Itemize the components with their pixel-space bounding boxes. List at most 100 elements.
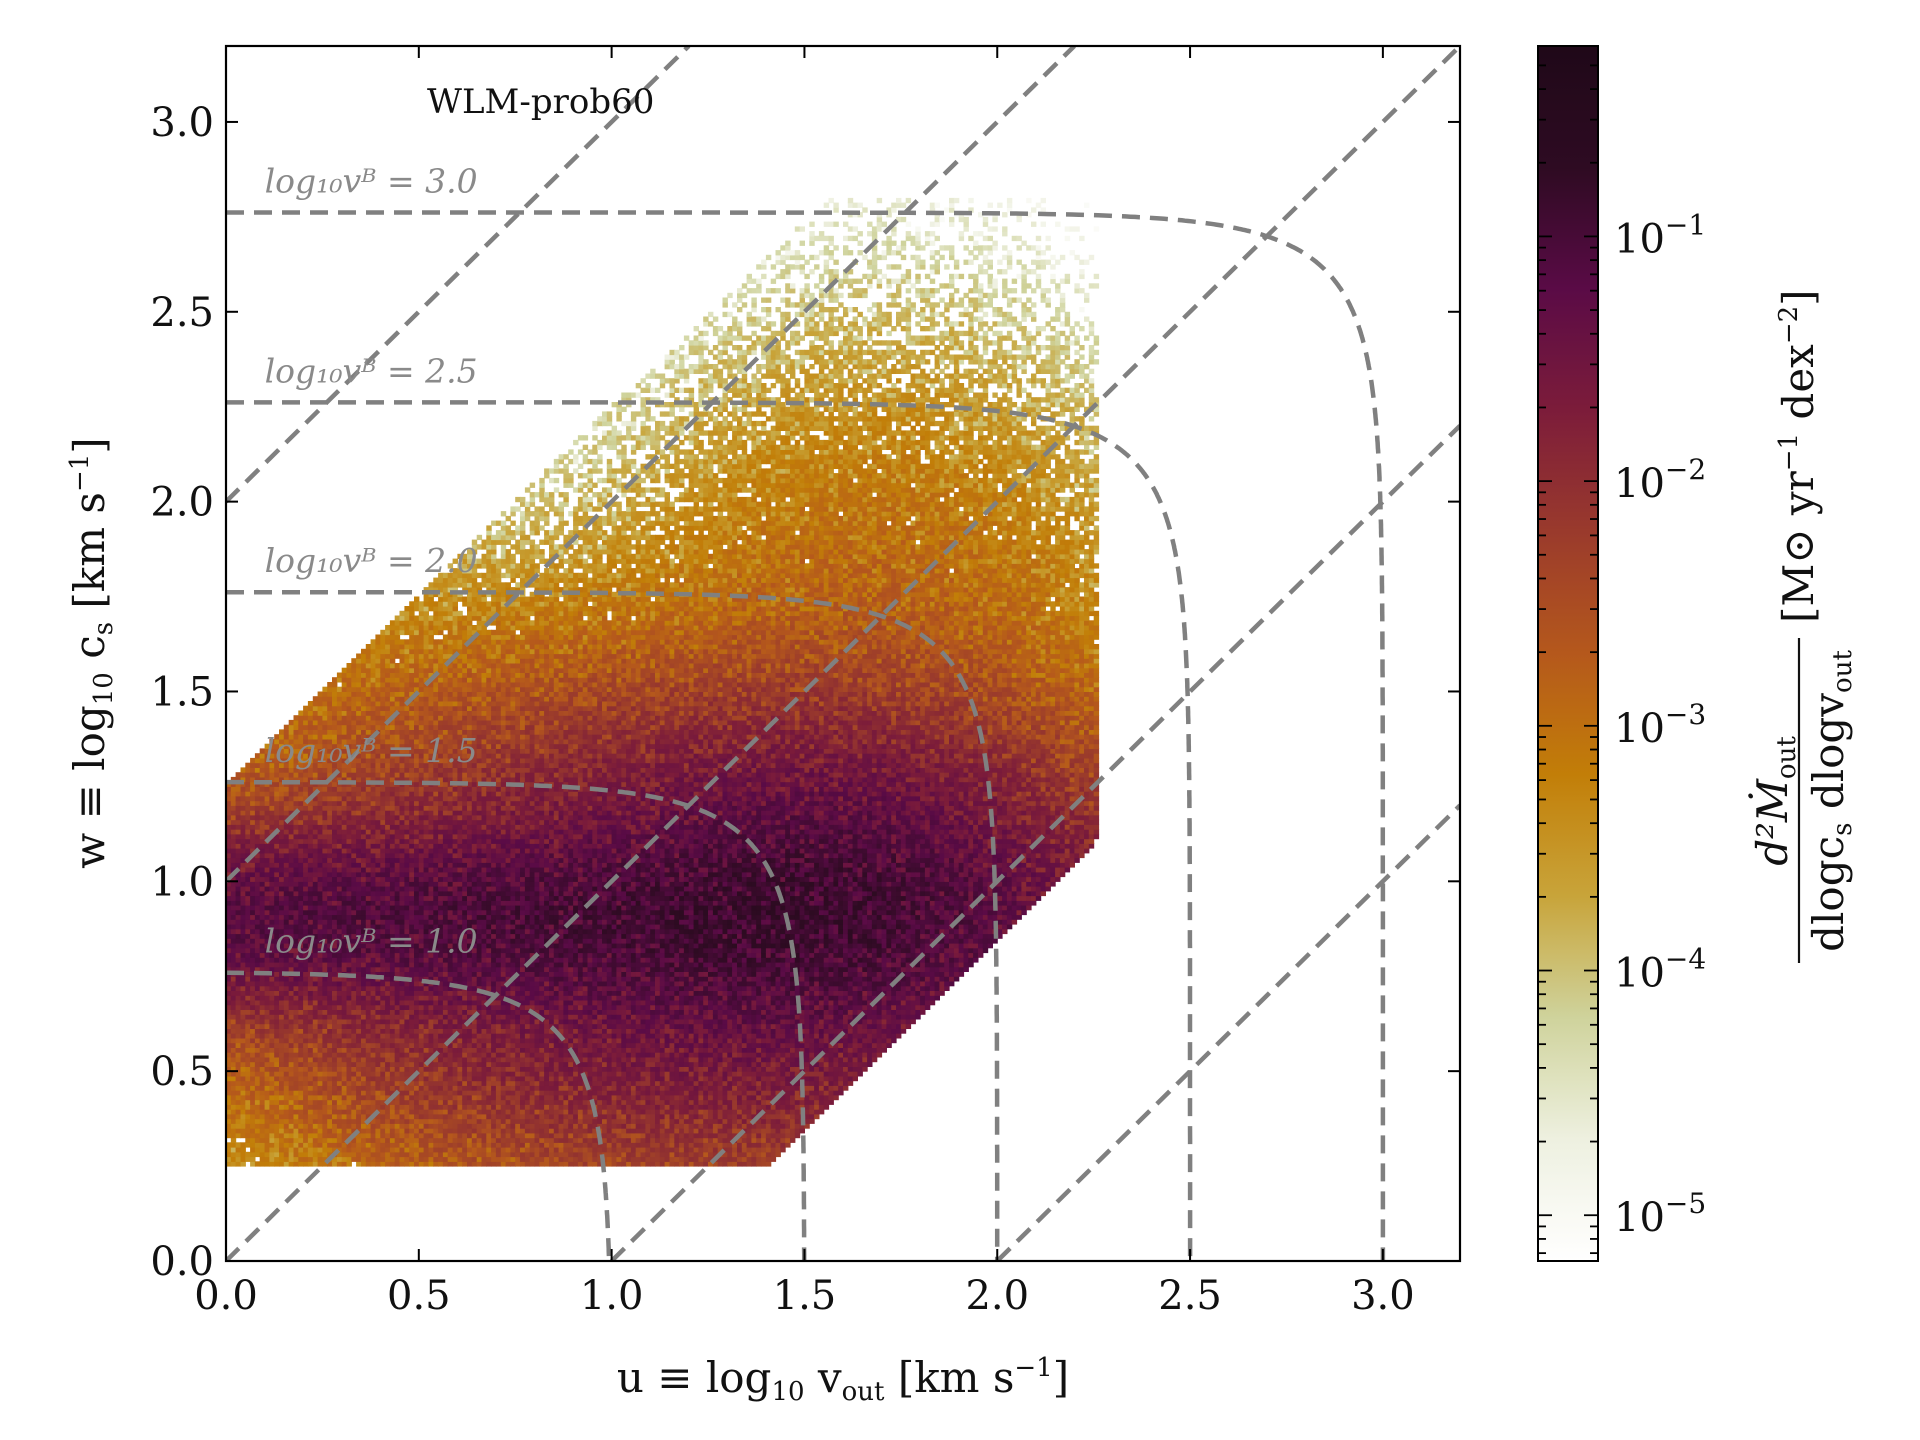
heatmap-cell xyxy=(298,725,303,730)
heatmap-cell xyxy=(231,810,236,815)
heatmap-cell xyxy=(361,1095,366,1100)
heatmap-cell xyxy=(250,1062,255,1067)
heatmap-cell xyxy=(265,772,270,777)
heatmap-cell xyxy=(274,1114,279,1119)
heatmap-cell xyxy=(284,1076,289,1081)
heatmap-cell xyxy=(236,905,241,910)
heatmap-cell xyxy=(308,981,313,986)
heatmap-cell xyxy=(274,877,279,882)
heatmap-cell xyxy=(318,1133,323,1138)
heatmap-cell xyxy=(279,1119,284,1124)
heatmap-cell xyxy=(255,929,260,934)
heatmap-cell xyxy=(245,843,250,848)
heatmap-cell xyxy=(308,900,313,905)
heatmap-cell xyxy=(269,896,274,901)
heatmap-cell xyxy=(327,867,332,872)
heatmap-cell xyxy=(236,834,241,839)
heatmap-cell xyxy=(284,1005,289,1010)
heatmap-cell xyxy=(250,815,255,820)
heatmap-cell xyxy=(327,1014,332,1019)
heatmap-cell xyxy=(250,1142,255,1147)
heatmap-cell xyxy=(274,905,279,910)
heatmap-cell xyxy=(332,1085,337,1090)
heatmap-cell xyxy=(284,843,289,848)
heatmap-cell xyxy=(279,1043,284,1048)
heatmap-cell xyxy=(250,839,255,844)
heatmap-cell xyxy=(245,934,250,939)
heatmap-cell xyxy=(231,1095,236,1100)
heatmap-cell xyxy=(361,1047,366,1052)
heatmap-cell xyxy=(318,915,323,920)
heatmap-cell xyxy=(269,1066,274,1071)
heatmap-cell xyxy=(332,1057,337,1062)
heatmap-cell xyxy=(303,1028,308,1033)
heatmap-cell xyxy=(337,967,342,972)
heatmap-cell xyxy=(318,962,323,967)
heatmap-cell xyxy=(332,1128,337,1133)
heatmap-cell xyxy=(236,1123,241,1128)
heatmap-cell xyxy=(241,900,246,905)
heatmap-cell xyxy=(279,862,284,867)
heatmap-cell xyxy=(318,900,323,905)
heatmap-cell xyxy=(322,696,327,701)
heatmap-cell xyxy=(351,905,356,910)
heatmap-cell xyxy=(284,986,289,991)
heatmap-cell xyxy=(255,905,260,910)
heatmap-cell xyxy=(313,1071,318,1076)
heatmap-cell xyxy=(351,1047,356,1052)
heatmap-cell xyxy=(342,668,347,673)
heatmap-cell xyxy=(337,1104,342,1109)
heatmap-cell xyxy=(289,995,294,1000)
heatmap-cell xyxy=(327,692,332,697)
heatmap-cell xyxy=(269,772,274,777)
heatmap-cell xyxy=(303,1142,308,1147)
heatmap-cell xyxy=(351,1005,356,1010)
heatmap-cell xyxy=(284,1000,289,1005)
heatmap-cell xyxy=(231,1010,236,1015)
heatmap-cell xyxy=(347,701,352,706)
heatmap-cell xyxy=(298,1142,303,1147)
heatmap-cell xyxy=(361,720,366,725)
heatmap-cell xyxy=(361,725,366,730)
heatmap-cell xyxy=(241,1161,246,1166)
heatmap-cell xyxy=(294,1076,299,1081)
heatmap-cell xyxy=(284,1119,289,1124)
heatmap-cell xyxy=(308,1057,313,1062)
heatmap-cell xyxy=(231,853,236,858)
heatmap-cell xyxy=(351,692,356,697)
heatmap-cell xyxy=(318,848,323,853)
heatmap-cell xyxy=(250,891,255,896)
heatmap-cell xyxy=(303,1119,308,1124)
heatmap-cell xyxy=(347,1066,352,1071)
heatmap-cell xyxy=(298,1000,303,1005)
heatmap-cell xyxy=(322,872,327,877)
heatmap-cell xyxy=(255,839,260,844)
heatmap-cell xyxy=(231,1076,236,1081)
heatmap-cell xyxy=(351,853,356,858)
heatmap-cell xyxy=(294,872,299,877)
heatmap-cell xyxy=(361,1109,366,1114)
heatmap-cell xyxy=(342,986,347,991)
heatmap-cell xyxy=(337,815,342,820)
heatmap-cell xyxy=(351,991,356,996)
heatmap-cell xyxy=(347,839,352,844)
heatmap-cell xyxy=(294,891,299,896)
heatmap-cell xyxy=(318,810,323,815)
heatmap-cell xyxy=(332,1043,337,1048)
heatmap-cell xyxy=(337,1123,342,1128)
heatmap-cell xyxy=(322,967,327,972)
heatmap-cell xyxy=(274,1047,279,1052)
heatmap-cell xyxy=(347,872,352,877)
heatmap-cell xyxy=(255,796,260,801)
heatmap-cell xyxy=(356,967,361,972)
heatmap-cell xyxy=(265,1076,270,1081)
heatmap-cell xyxy=(322,867,327,872)
heatmap-cell xyxy=(342,872,347,877)
heatmap-cell xyxy=(289,1119,294,1124)
heatmap-cell xyxy=(255,1076,260,1081)
heatmap-cell xyxy=(303,1090,308,1095)
heatmap-cell xyxy=(231,843,236,848)
heatmap-cell xyxy=(303,858,308,863)
heatmap-cell xyxy=(289,1005,294,1010)
heatmap-cell xyxy=(351,1024,356,1029)
